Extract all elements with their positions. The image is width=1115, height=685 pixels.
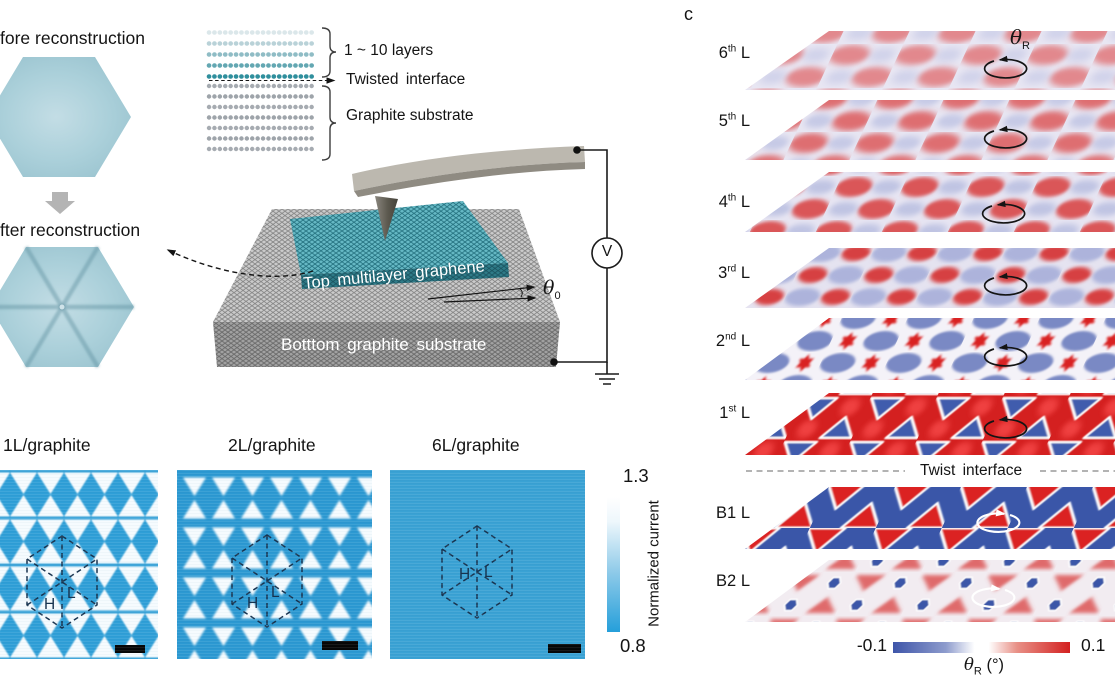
image-title-6L: 6L/graphite <box>432 435 520 455</box>
contact-dot-bottom <box>550 358 558 366</box>
colorbar-horizontal <box>893 642 1070 653</box>
brace-graphite <box>321 85 337 161</box>
twist-angle-arrows <box>427 284 537 303</box>
colorbar-axis-label: Normalized current <box>645 500 663 627</box>
layer-plane-3rd <box>745 248 1115 308</box>
hexagon-before <box>0 57 131 177</box>
layer-label-5th: 5th L <box>718 111 750 130</box>
after-reconstruction-label: fter reconstruction <box>0 220 141 240</box>
voltmeter-circle <box>591 237 623 269</box>
layer-label-B2: B2 L <box>716 572 750 590</box>
layer-label-4th: 4th L <box>718 192 750 211</box>
twist-interface-text: Twist interface <box>920 462 1023 479</box>
l-label-6L: L <box>484 564 493 581</box>
h-label-1L: H <box>44 596 56 613</box>
colorbar-vertical <box>607 497 620 632</box>
layer-plane-2nd <box>745 318 1115 380</box>
down-arrow-icon <box>45 192 75 214</box>
colorbar-c-max: 0.1 <box>1081 635 1106 655</box>
hexagon-after <box>0 245 134 369</box>
image-title-1L: 1L/graphite <box>3 435 91 455</box>
layer-label-6th: 6th L <box>718 43 750 62</box>
layer-label-3rd: 3rd L <box>718 263 750 282</box>
contact-dot-top <box>573 146 581 154</box>
top-graphene-slab <box>290 201 509 289</box>
l-label-1L: L <box>67 585 76 602</box>
rotation-arrows-white <box>971 509 1021 608</box>
scale-bar-1L <box>115 645 145 653</box>
colorbar-min-label: 0.8 <box>620 635 646 656</box>
scale-bar-2L <box>322 641 358 650</box>
rotation-arrows-black <box>981 55 1028 439</box>
layer-label-B1: B1 L <box>716 504 750 522</box>
before-reconstruction-label: fore reconstruction <box>0 28 145 48</box>
brace-top-layers <box>321 27 337 78</box>
afm-cantilever <box>352 146 585 197</box>
rotation-angle-thetaR: θR <box>1010 25 1030 52</box>
layer-plane-6th <box>745 31 1115 90</box>
layer-label-1st: 1st L <box>719 403 750 422</box>
dashed-hexagon-1L <box>26 535 98 629</box>
layer-plane-B1 <box>745 487 1115 549</box>
afm-image-1L <box>0 470 158 659</box>
reconstruction-pointer-dashed-arrow <box>166 249 314 277</box>
layer-plane-B2 <box>745 560 1115 622</box>
layer-label-2nd: 2nd L <box>715 331 750 350</box>
circuit-wires <box>554 149 619 385</box>
image-title-2L: 2L/graphite <box>228 435 316 455</box>
layer-plane-1st <box>745 393 1115 455</box>
voltmeter-label: V <box>601 243 613 260</box>
graphite-substrate-label: Graphite substrate <box>346 107 474 124</box>
dashed-hexagon-2L <box>231 534 303 628</box>
layer-plane-4th <box>745 172 1115 232</box>
colorbar-c-min: -0.1 <box>856 635 887 655</box>
twisted-interface-label: Twisted interface <box>346 71 466 88</box>
h-label-6L: H <box>459 566 471 583</box>
bottom-slab-label: Botttom graphite substrate <box>281 335 487 354</box>
layer-plane-5th <box>745 100 1115 160</box>
layers-brace-label: 1 ~ 10 layers <box>344 42 434 59</box>
l-label-2L: L <box>271 584 280 601</box>
colorbar-c-unit: θR (°) <box>963 655 1005 678</box>
dashed-hexagon-6L <box>441 525 513 619</box>
afm-image-2L <box>177 470 372 659</box>
afm-tip-icon <box>375 196 398 241</box>
scale-bar-6L <box>548 644 581 653</box>
h-label-2L: H <box>247 595 259 612</box>
panel-c-label: c <box>684 4 693 24</box>
layer-stack-diagram <box>206 30 319 152</box>
colorbar-max-label: 1.3 <box>623 465 649 486</box>
twist-angle-theta0: θ0 <box>543 277 561 302</box>
